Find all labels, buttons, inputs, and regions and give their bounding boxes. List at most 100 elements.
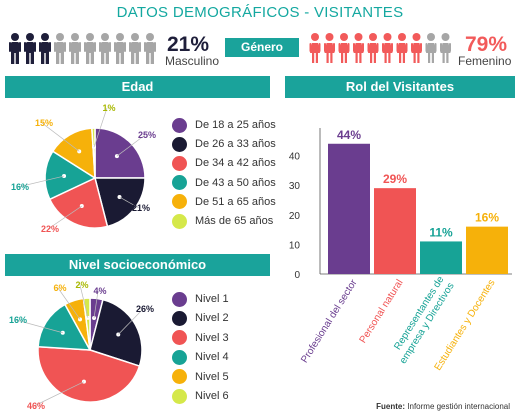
legend-item: Nivel 4	[172, 348, 229, 366]
bar	[420, 241, 462, 274]
slice-leader-line	[33, 381, 85, 407]
legend-swatch	[172, 175, 187, 191]
nse-header: Nivel socioeconómico	[5, 254, 270, 276]
legend-label: Más de 65 años	[195, 215, 274, 227]
male-person-icon	[99, 33, 111, 64]
pie-slice	[94, 177, 146, 228]
female-person-icon	[425, 33, 437, 63]
legend-item: Nivel 6	[172, 387, 229, 405]
bar-data-label: 29%	[383, 172, 407, 186]
female-person-icon	[396, 33, 408, 63]
legend-swatch	[172, 388, 187, 404]
slice-marker	[60, 330, 65, 335]
age-pie-chart: 25% 21% 22% 16% 15% 1%	[11, 103, 156, 234]
legend-swatch	[172, 117, 187, 133]
male-icons	[9, 33, 156, 64]
legend-label: De 34 a 42 años	[195, 157, 276, 170]
legend-label: Nivel 4	[195, 351, 229, 364]
male-person-icon	[54, 33, 66, 64]
y-tick-label: 40	[289, 152, 301, 163]
y-tick-label: 20	[289, 211, 301, 222]
bar-data-label: 11%	[429, 225, 453, 239]
age-header: Edad	[5, 76, 270, 98]
slice-percentage-label: 2%	[75, 280, 88, 290]
legend-swatch	[172, 213, 187, 229]
legend-label: De 18 a 25 años	[195, 119, 276, 131]
slice-percentage-label: 46%	[27, 401, 45, 411]
legend-item: De 26 a 33 años	[172, 135, 276, 153]
y-tick-label: 30	[289, 181, 301, 192]
legend-swatch	[172, 369, 187, 385]
y-tick-label: 10	[289, 240, 301, 251]
legend-label: De 51 a 65 años	[195, 195, 276, 208]
female-person-icon	[353, 33, 364, 63]
page-title: DATOS DEMOGRÁFICOS - VISITANTES	[116, 4, 404, 21]
female-percentage: 79%	[465, 33, 508, 56]
role-header: Rol del Visitantes	[285, 76, 515, 98]
female-person-icon	[411, 33, 422, 63]
legend-item: Nivel 1	[172, 290, 229, 308]
slice-leader-line	[116, 134, 146, 157]
legend-label: Nivel 5	[195, 370, 229, 383]
male-person-icon	[114, 33, 126, 64]
legend-swatch	[172, 136, 187, 152]
source-note: Fuente: Informe gestión internacional	[376, 402, 510, 411]
legend-label: De 43 a 50 años	[195, 176, 276, 189]
legend-label: Nivel 2	[195, 312, 229, 325]
slice-leader-line	[41, 122, 80, 152]
slice-percentage-label: 4%	[93, 286, 106, 296]
male-person-icon	[24, 33, 36, 64]
bar	[328, 143, 370, 274]
female-person-icon	[440, 33, 451, 63]
legend-item: De 51 a 65 años	[172, 193, 276, 211]
legend-swatch	[172, 310, 187, 326]
female-person-icon	[367, 33, 379, 63]
slice-leader-line	[47, 205, 82, 230]
legend-swatch	[172, 155, 187, 171]
slice-leader-line	[93, 107, 108, 148]
male-label: Masculino	[165, 54, 220, 68]
y-tick-label: 0	[294, 270, 300, 281]
slice-percentage-label: 21%	[132, 203, 150, 213]
bar	[374, 188, 416, 274]
legend-label: Nivel 6	[195, 390, 229, 402]
female-person-icon	[338, 33, 350, 63]
slice-percentage-label: 22%	[41, 224, 59, 234]
female-icons	[309, 33, 451, 63]
legend-item: De 43 a 50 años	[172, 174, 276, 192]
pie-slice	[89, 298, 143, 368]
legend-swatch	[172, 291, 187, 307]
female-label: Femenino	[458, 54, 512, 68]
slice-percentage-label: 1%	[102, 103, 115, 113]
slice-percentage-label: 26%	[136, 304, 154, 314]
pie-slice	[91, 127, 96, 179]
bar	[466, 226, 508, 274]
female-person-icon	[324, 33, 335, 63]
legend-item: Más de 65 años	[172, 212, 273, 230]
legend-swatch	[172, 194, 187, 210]
source-label: Fuente:	[376, 402, 406, 411]
pie-slice	[44, 150, 97, 201]
slice-percentage-label: 16%	[9, 315, 27, 325]
bar-data-label: 44%	[337, 128, 361, 142]
legend-label: Nivel 3	[195, 331, 229, 344]
slice-leader-line	[79, 284, 89, 318]
slice-percentage-label: 16%	[11, 182, 29, 192]
slice-leader-line	[93, 290, 99, 319]
legend-item: Nivel 3	[172, 329, 229, 347]
legend-label: De 26 a 33 años	[195, 138, 276, 151]
male-person-icon	[9, 33, 21, 64]
male-person-icon	[69, 33, 81, 64]
pie-slice	[48, 176, 109, 229]
slice-leader-line	[15, 319, 63, 334]
male-person-icon	[84, 33, 96, 64]
female-person-icon	[309, 33, 321, 63]
slice-leader-line	[17, 175, 65, 188]
slice-leader-line	[118, 308, 144, 335]
legend-item: De 18 a 25 años	[172, 116, 276, 134]
slice-leader-line	[119, 196, 140, 209]
slice-percentage-label: 15%	[35, 118, 53, 128]
bar-data-label: 16%	[475, 211, 499, 225]
male-percentage: 21%	[167, 33, 210, 56]
